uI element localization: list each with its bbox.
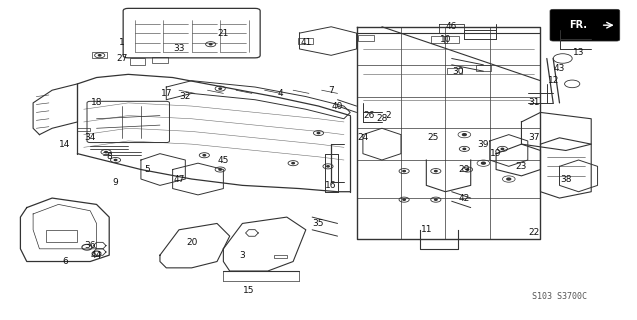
Circle shape bbox=[317, 132, 320, 134]
Text: 7: 7 bbox=[328, 86, 334, 95]
Text: 32: 32 bbox=[180, 92, 191, 101]
Text: 3: 3 bbox=[240, 251, 245, 260]
Text: 23: 23 bbox=[516, 162, 527, 171]
Text: 31: 31 bbox=[528, 99, 540, 108]
FancyBboxPatch shape bbox=[550, 9, 620, 41]
Text: 13: 13 bbox=[573, 48, 584, 57]
Text: FR.: FR. bbox=[569, 20, 587, 30]
Circle shape bbox=[434, 199, 437, 200]
Circle shape bbox=[463, 148, 466, 149]
Text: S103 S3700C: S103 S3700C bbox=[532, 292, 587, 301]
Circle shape bbox=[403, 171, 405, 172]
Text: 20: 20 bbox=[186, 238, 197, 247]
Circle shape bbox=[99, 55, 101, 56]
Text: 38: 38 bbox=[560, 174, 571, 184]
Circle shape bbox=[403, 199, 405, 200]
Text: 42: 42 bbox=[459, 194, 470, 203]
Bar bbox=[447, 68, 462, 74]
Text: 35: 35 bbox=[313, 219, 324, 228]
Text: 11: 11 bbox=[420, 225, 432, 234]
Circle shape bbox=[292, 163, 294, 164]
Text: 12: 12 bbox=[547, 76, 559, 85]
Circle shape bbox=[203, 155, 206, 156]
Text: 30: 30 bbox=[452, 67, 464, 76]
Circle shape bbox=[501, 148, 504, 149]
Text: 39: 39 bbox=[478, 140, 489, 148]
Text: 2: 2 bbox=[385, 111, 391, 120]
Circle shape bbox=[210, 44, 212, 45]
Text: 36: 36 bbox=[85, 241, 96, 250]
Circle shape bbox=[219, 169, 222, 170]
Text: 37: 37 bbox=[528, 133, 540, 142]
Bar bbox=[359, 35, 374, 41]
Bar bbox=[130, 59, 145, 65]
Circle shape bbox=[219, 88, 222, 89]
Bar bbox=[274, 254, 287, 258]
Text: 47: 47 bbox=[173, 174, 185, 184]
Bar bbox=[476, 65, 491, 71]
Text: 25: 25 bbox=[427, 133, 438, 142]
Text: 5: 5 bbox=[145, 165, 150, 174]
Text: 19: 19 bbox=[490, 149, 502, 158]
Text: 9: 9 bbox=[113, 178, 118, 187]
Text: 18: 18 bbox=[90, 99, 103, 108]
Text: 34: 34 bbox=[85, 133, 96, 142]
Text: 6: 6 bbox=[62, 257, 68, 266]
Text: 10: 10 bbox=[440, 35, 451, 44]
Text: 15: 15 bbox=[243, 285, 255, 295]
Text: 1: 1 bbox=[119, 38, 125, 47]
Circle shape bbox=[327, 166, 329, 167]
Text: 27: 27 bbox=[116, 54, 127, 63]
Circle shape bbox=[114, 159, 117, 161]
Text: 8: 8 bbox=[106, 152, 112, 161]
Circle shape bbox=[104, 151, 107, 153]
Text: 41: 41 bbox=[300, 38, 311, 47]
Text: 28: 28 bbox=[376, 114, 387, 123]
Text: 22: 22 bbox=[529, 228, 540, 237]
Text: 46: 46 bbox=[446, 22, 457, 31]
Text: 26: 26 bbox=[364, 111, 375, 120]
Text: 43: 43 bbox=[554, 63, 565, 73]
Text: 24: 24 bbox=[357, 133, 369, 142]
Circle shape bbox=[466, 169, 469, 170]
Text: 21: 21 bbox=[218, 28, 229, 38]
Text: 44: 44 bbox=[91, 251, 102, 260]
Text: 33: 33 bbox=[173, 44, 185, 53]
Text: 29: 29 bbox=[459, 165, 470, 174]
Text: 4: 4 bbox=[278, 89, 283, 98]
Circle shape bbox=[482, 162, 485, 164]
Bar bbox=[298, 38, 313, 44]
Bar bbox=[444, 36, 459, 43]
Bar bbox=[46, 230, 78, 243]
Text: 40: 40 bbox=[332, 101, 343, 111]
Circle shape bbox=[462, 134, 466, 136]
Text: 14: 14 bbox=[59, 140, 71, 148]
Circle shape bbox=[434, 171, 437, 172]
Circle shape bbox=[507, 178, 511, 180]
Bar bbox=[152, 57, 168, 63]
Bar bbox=[92, 52, 107, 59]
Text: 17: 17 bbox=[161, 89, 172, 98]
Text: 45: 45 bbox=[218, 156, 229, 164]
Bar bbox=[78, 128, 90, 132]
Text: 16: 16 bbox=[326, 181, 337, 190]
Bar bbox=[431, 36, 447, 43]
